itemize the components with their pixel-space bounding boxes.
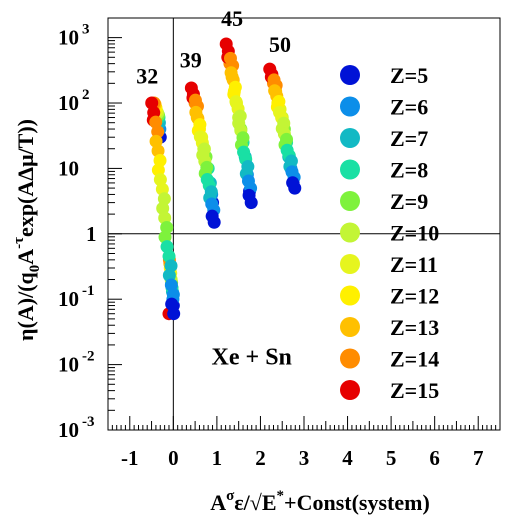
y-label-c: exp(AΔμ/T))	[13, 119, 38, 237]
x-label-sup1: σ	[226, 488, 235, 504]
data-point	[288, 181, 302, 195]
legend-label: Z=15	[390, 378, 439, 403]
legend-label: Z=11	[390, 252, 438, 277]
legend-marker	[340, 128, 360, 148]
y-tick-label: 10 -2	[58, 349, 95, 377]
x-tick-label: 3	[299, 446, 310, 470]
data-point	[207, 215, 221, 229]
annotations: Xe + Sn 32 39 45 50	[136, 6, 292, 370]
x-label-sup2: *	[277, 488, 285, 504]
legend-label: Z=9	[390, 189, 428, 214]
data-point	[160, 221, 174, 235]
x-tick-label: 7	[473, 446, 484, 470]
system-size-label: 32	[136, 63, 158, 88]
y-label-sup: -τ	[11, 237, 27, 249]
legend-label: Z=10	[390, 221, 439, 246]
y-tick-label: 10 2	[58, 87, 90, 115]
x-tick-label: -1	[121, 446, 139, 470]
legend-label: Z=5	[390, 63, 428, 88]
legend-label: Z=6	[390, 95, 428, 120]
x-tick-label: 1	[212, 446, 223, 470]
legend-marker	[340, 65, 360, 85]
data-point	[157, 192, 171, 206]
y-axis-label: η(A)/(q0A-τexp(AΔμ/T))	[11, 119, 43, 341]
x-axis-label: Aσε/√E*+Const(system)	[210, 488, 430, 515]
legend-marker	[340, 222, 360, 243]
data-point	[151, 125, 165, 139]
legend-marker	[340, 254, 360, 274]
x-label-base: A	[210, 490, 226, 515]
data-points	[145, 37, 302, 321]
legend-label: Z=14	[390, 347, 439, 372]
x-tick-label: 6	[429, 446, 440, 470]
legend-label: Z=8	[390, 158, 428, 183]
x-tick-label: 0	[168, 446, 179, 470]
y-label-b: A	[13, 249, 38, 265]
system-size-label: 45	[221, 6, 243, 31]
x-tick-label: 2	[255, 446, 266, 470]
system-size-label: 50	[269, 32, 291, 57]
y-tick-label: 1	[86, 222, 97, 246]
y-tick-label: 10 -1	[58, 283, 95, 311]
legend-marker	[340, 191, 360, 211]
legend-label: Z=7	[390, 126, 428, 151]
x-tick-label: 5	[386, 446, 397, 470]
data-point	[164, 259, 178, 273]
legend-marker	[340, 159, 360, 180]
y-tick-label: 10 -3	[58, 414, 95, 442]
legend-marker	[340, 317, 360, 337]
x-axis-ticks: -1 0 1 2 3 4 5 6 7	[107, 416, 501, 470]
legend-marker	[340, 380, 360, 400]
y-label-sub: 0	[27, 265, 43, 273]
reference-lines	[108, 18, 500, 430]
legend-marker	[340, 348, 360, 369]
data-point	[166, 288, 180, 302]
legend: Z=5 Z=6 Z=7 Z=8 Z=9 Z=10 Z=11 Z=12 Z=13 Z=14 Z=15	[340, 63, 439, 403]
system-size-label: 39	[180, 47, 202, 72]
x-label-mid: ε/√E	[234, 490, 276, 515]
legend-label: Z=13	[390, 315, 439, 340]
data-point	[167, 307, 181, 321]
y-label-a: η(A)/(q	[13, 272, 38, 341]
data-point	[153, 153, 167, 167]
legend-marker	[340, 96, 360, 117]
system-label: Xe + Sn	[212, 345, 292, 371]
y-tick-label: 10 3	[58, 22, 90, 50]
y-tick-label: 10	[58, 156, 79, 180]
x-tick-label: 4	[342, 446, 353, 470]
data-point	[244, 196, 258, 210]
x-label-tail: +Const(system)	[284, 490, 430, 515]
legend-label: Z=12	[390, 284, 439, 309]
legend-marker	[340, 285, 360, 306]
